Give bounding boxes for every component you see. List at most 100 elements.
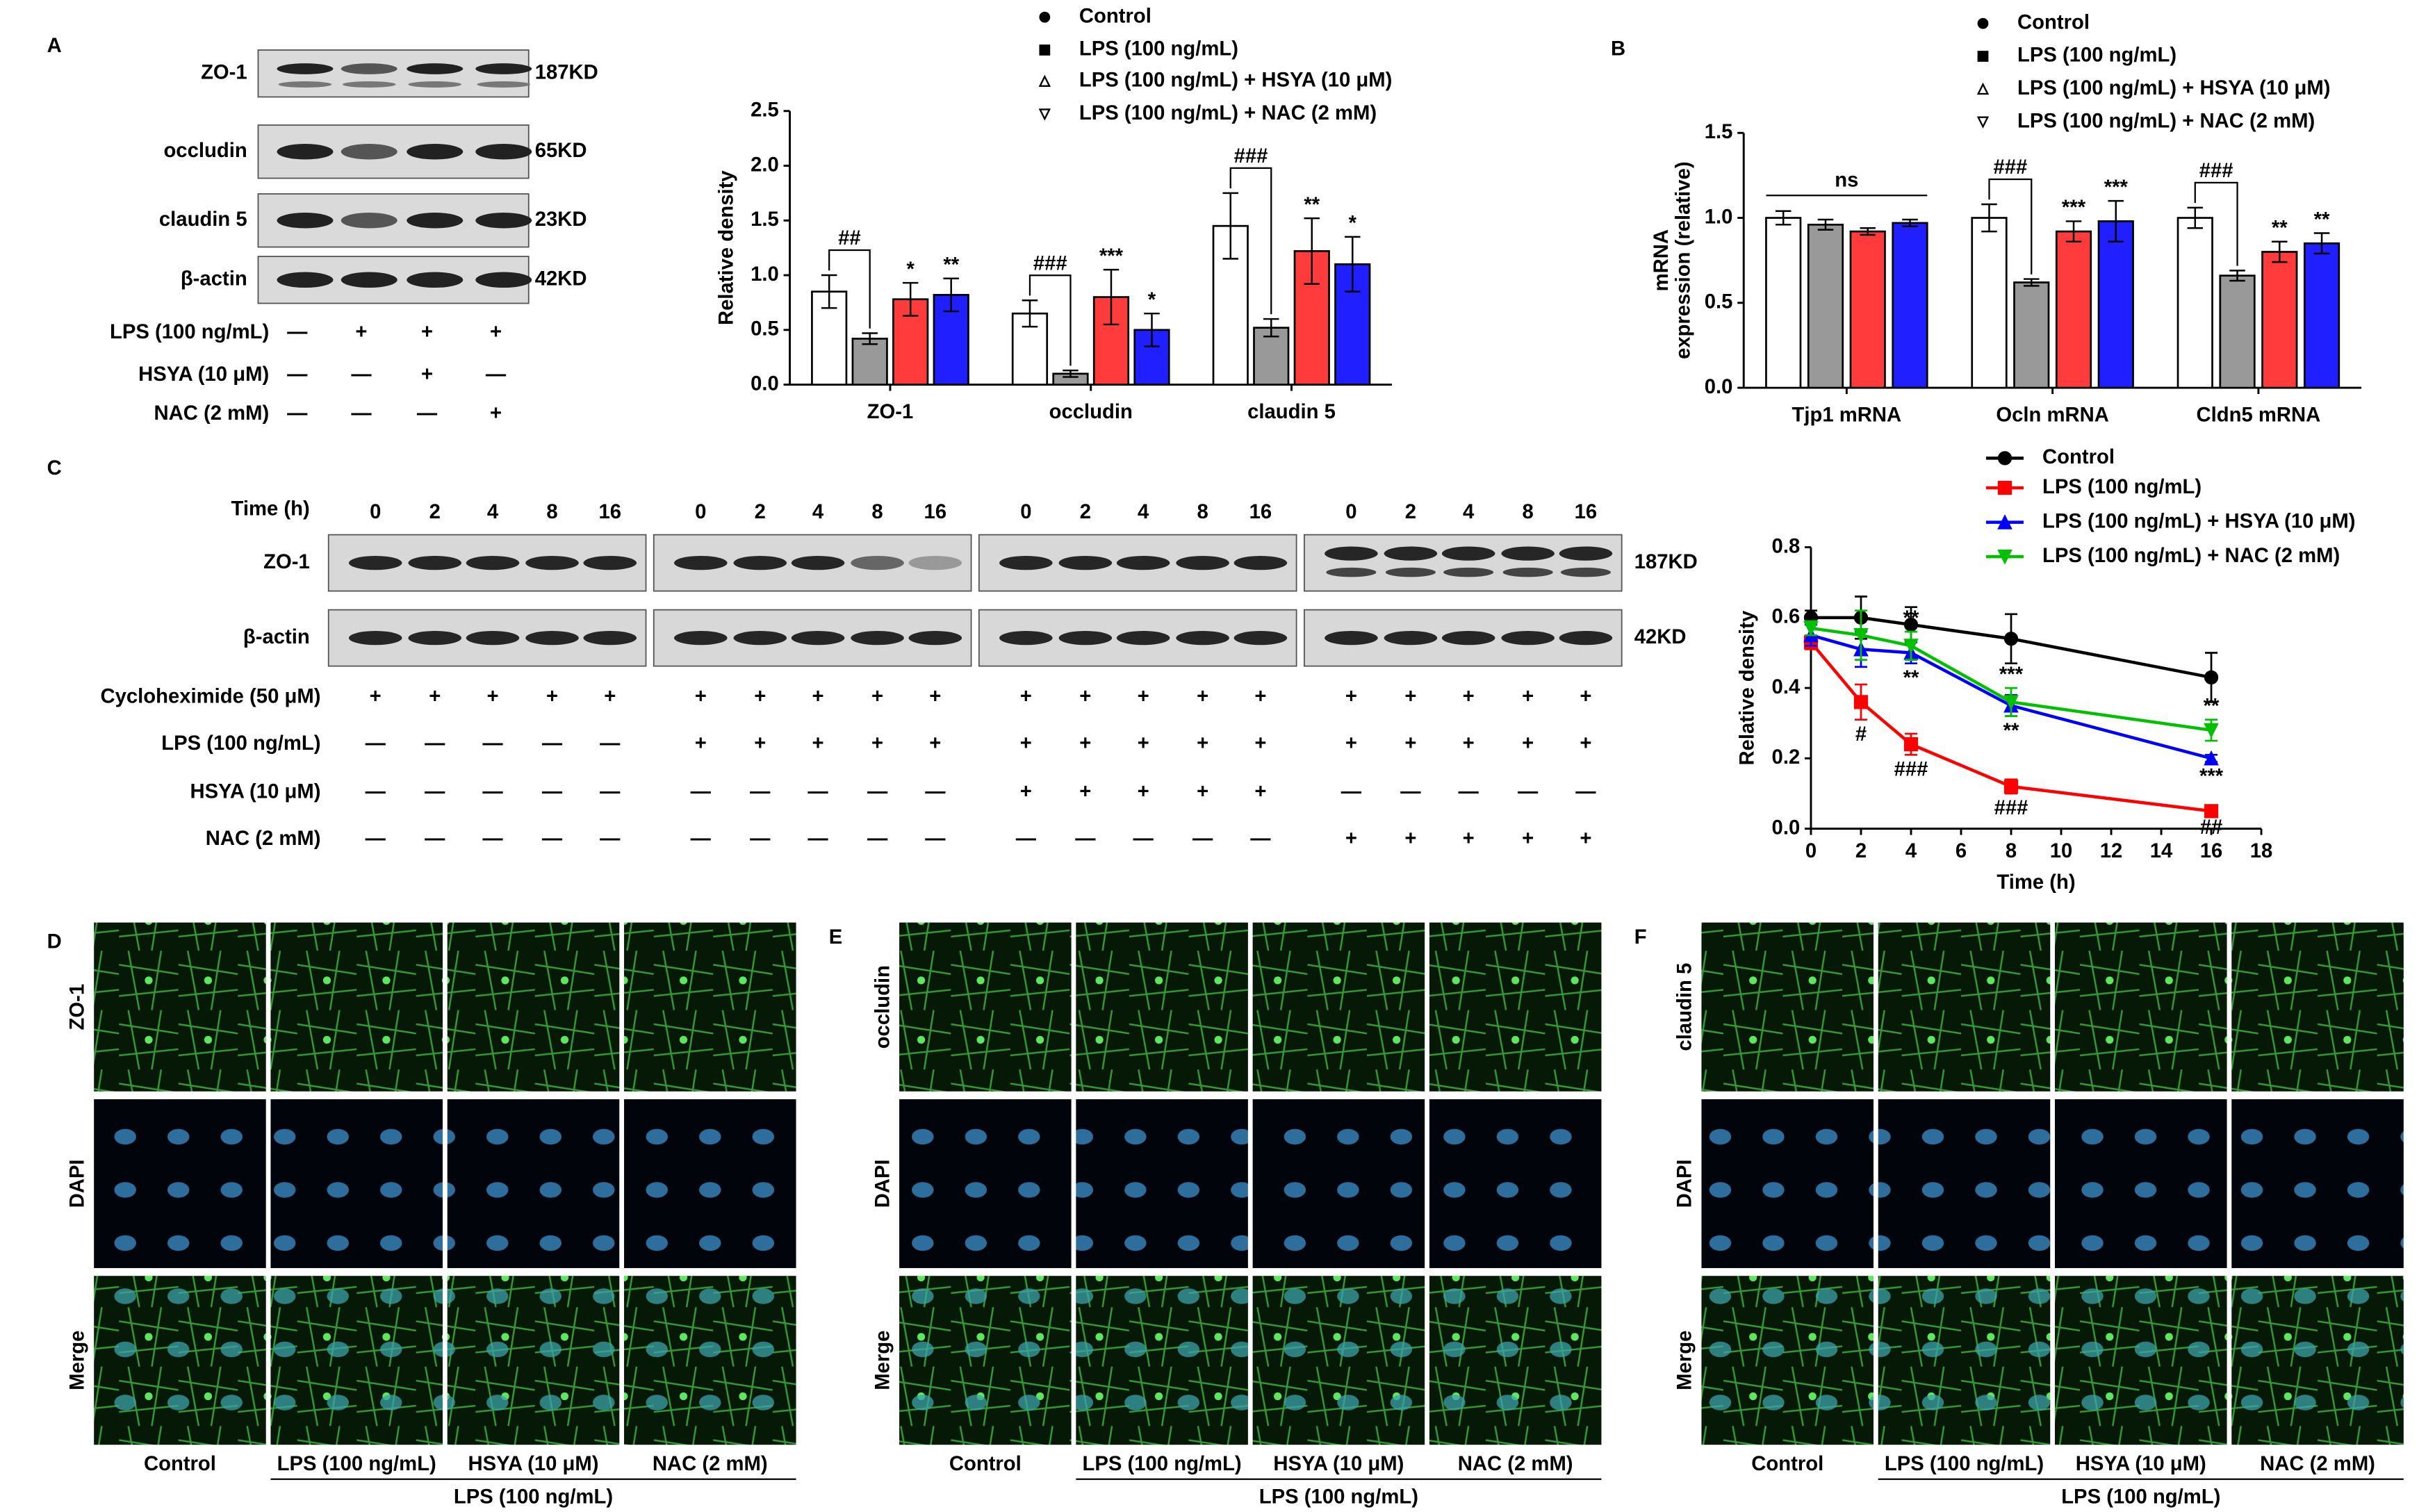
blot-band [1116,630,1170,646]
error-bar [1304,217,1320,285]
micrograph-overlay [624,1276,796,1445]
blot-band [475,213,532,229]
time-value: 8 [871,501,883,523]
treatment-sign: — [925,828,946,850]
treatment-sign: + [1580,732,1591,755]
treatment-sign: + [1404,685,1416,707]
micrograph [2231,1099,2404,1268]
treatment-sign: — [482,732,503,755]
legend-marker [1977,51,1989,62]
series-marker [1853,695,1869,709]
blot-band [342,81,396,88]
treatment-sign: + [1580,828,1591,850]
time-value: 0 [370,501,381,523]
time-value: 0 [1020,501,1031,523]
error-bar [821,274,837,309]
treatment-sign: — [600,732,621,755]
blot-band [1233,555,1288,570]
series-marker [1853,628,1869,643]
treatment-label: HSYA (10 μM) [138,363,269,386]
group-label: LPS (100 ng/mL) [1259,1486,1418,1508]
y-axis-label: Relative density [715,170,737,325]
y-tick-label: 0.6 [1772,606,1801,628]
time-value: 0 [695,501,706,523]
legend-label: Control [2042,446,2115,468]
panel-letter: E [829,926,843,948]
column-label: LPS (100 ng/mL) [1885,1453,2044,1475]
significance-label: * [1349,213,1357,235]
micrograph [270,1099,443,1268]
legend-marker [1997,480,2012,495]
x-tick-label: 0 [1805,840,1817,862]
legend-marker [1997,451,2012,466]
treatment-sign: + [754,732,766,755]
treatment-label: NAC (2 mM) [154,402,269,425]
x-tick-label: ZO-1 [867,401,914,423]
error-bar [943,277,959,313]
treatment-sign: + [604,685,616,707]
bar [2097,220,2134,389]
size-label: 23KD [535,208,587,231]
legend-marker [1997,514,2012,529]
significance-label: *** [1099,245,1124,268]
treatment-sign: + [1138,732,1149,755]
blot-band [1559,630,1613,646]
group-label: LPS (100 ng/mL) [2061,1486,2220,1508]
legend-label: LPS (100 ng/mL) + NAC (2 mM) [2017,110,2315,132]
size-label: 42KD [535,268,587,290]
y-tick-label: 1.0 [751,263,779,286]
size-label: 187KD [1634,551,1698,573]
micrograph [899,922,1072,1092]
error-bar [2229,270,2245,282]
treatment-label: HSYA (10 μM) [190,781,320,803]
blot-band [1441,630,1495,646]
legend-marker [1976,116,1990,129]
legend-label: LPS (100 ng/mL) + HSYA (10 μM) [2017,77,2331,99]
row-label: Merge [1674,1331,1696,1390]
blot-band [1384,546,1438,561]
blot-band [851,555,904,570]
micrograph [1878,1099,2051,1268]
significance-label: ### [1033,252,1067,274]
size-label: 65KD [535,140,587,162]
series-marker [2204,723,2219,739]
treatment-sign: + [429,685,441,707]
blot-band [1384,630,1438,646]
bar [1807,223,1844,389]
treatment-sign: — [366,732,386,755]
row-label: Merge [871,1331,894,1390]
time-value: 4 [812,501,824,523]
legend-marker [1038,74,1051,87]
column-label: Control [1751,1453,1823,1475]
micrograph [1076,922,1248,1092]
treatment-sign: + [1197,685,1208,707]
treatment-sign: + [1254,781,1266,803]
micrograph [1076,1099,1248,1268]
error-bar [1144,312,1160,347]
micrograph [2231,922,2404,1092]
error-bar [1817,218,1834,231]
treatment-sign: — [807,828,828,850]
treatment-sign: + [1580,685,1591,707]
row-label: Merge [66,1331,88,1390]
significance-label: ** [1304,194,1320,216]
x-tick-label: 12 [2100,840,2123,862]
treatment-sign: — [925,781,946,803]
treatment-sign: — [1192,828,1213,850]
treatment-sign: — [750,781,771,803]
size-label: 187KD [535,61,598,83]
treatment-sign: + [812,685,824,707]
significance-label: ### [1994,797,2028,819]
treatment-sign: + [1197,732,1208,755]
significance-label: * [907,258,915,281]
error-bar [2272,240,2288,263]
treatment-sign: + [421,363,433,386]
treatment-label: Cycloheximide (50 μM) [100,685,320,707]
significance-label: ### [1993,156,2027,179]
micrograph [447,1099,620,1268]
y-tick-label: 0.0 [1705,376,1733,398]
x-tick-label: Ocln mRNA [1996,404,2109,426]
error-bar [902,281,919,317]
legend-marker [1039,11,1051,23]
